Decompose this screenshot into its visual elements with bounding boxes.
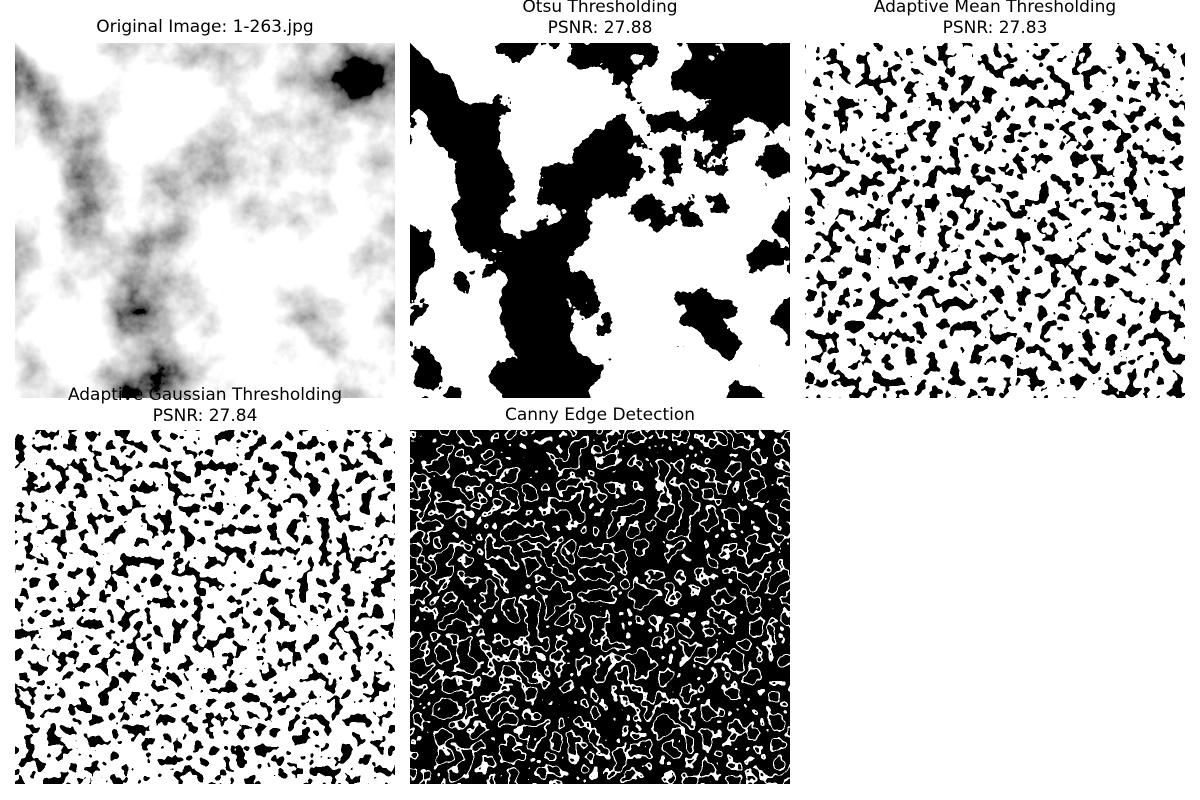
title-line: Otsu Thresholding (522, 0, 678, 17)
panel-canny-edge-detection: Canny Edge Detection (410, 384, 790, 784)
panel-title: Adaptive Gaussian Thresholding PSNR: 27.… (15, 385, 395, 427)
otsu-thresholded-image (410, 43, 790, 398)
psnr-value: PSNR: 27.83 (942, 18, 1048, 38)
panel-title: Original Image: 1-263.jpg (15, 17, 395, 38)
canny-edge-image (410, 430, 790, 784)
adaptive-gaussian-thresholded-image (15, 430, 395, 784)
adaptive-mean-thresholded-image (805, 43, 1185, 398)
psnr-value: PSNR: 27.88 (547, 18, 653, 38)
panel-title: Otsu Thresholding PSNR: 27.88 (410, 0, 790, 39)
panel-adaptive-mean-thresholding: Adaptive Mean Thresholding PSNR: 27.83 (805, 0, 1185, 398)
panel-title: Canny Edge Detection (410, 405, 790, 426)
original-image (15, 43, 395, 398)
panel-original-image: Original Image: 1-263.jpg (15, 0, 395, 398)
panel-otsu-thresholding: Otsu Thresholding PSNR: 27.88 (410, 0, 790, 398)
psnr-value: PSNR: 27.84 (152, 406, 258, 426)
panel-title: Adaptive Mean Thresholding PSNR: 27.83 (805, 0, 1185, 39)
panel-adaptive-gaussian-thresholding: Adaptive Gaussian Thresholding PSNR: 27.… (15, 384, 395, 784)
title-line: Adaptive Gaussian Thresholding (67, 385, 343, 405)
title-line: Canny Edge Detection (504, 405, 696, 425)
title-line: Original Image: 1-263.jpg (96, 17, 314, 37)
title-line: Adaptive Mean Thresholding (873, 0, 1117, 17)
